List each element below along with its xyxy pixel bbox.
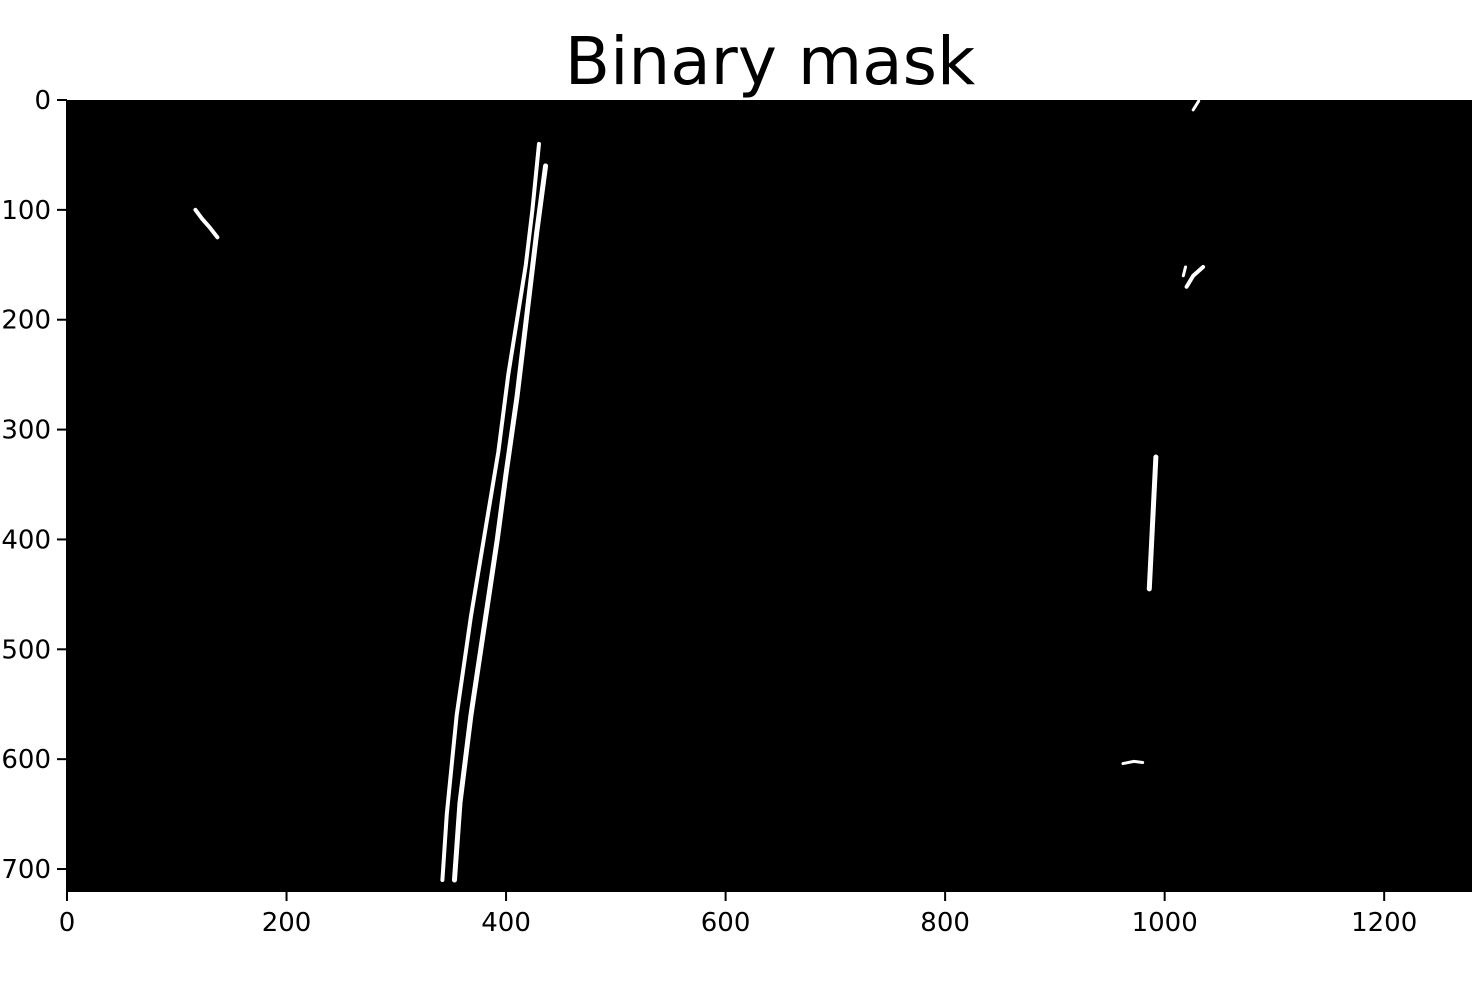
mask-region-right-lower-fragment: [1121, 759, 1145, 766]
mask-region-right-lane-segment: [1146, 454, 1159, 592]
x-axis: 0 200 400 600 800 1000 1200: [59, 890, 1472, 938]
mask-pixels-layer: [193, 99, 1206, 883]
mask-region-left-lane-inner-line: [451, 163, 549, 883]
x-tick-label: 400: [481, 908, 531, 938]
mask-region-right-upper-stub: [1181, 265, 1188, 278]
mask-region-top-right-tick: [1191, 99, 1201, 112]
y-tick-label: 500: [1, 635, 51, 665]
mask-region-top-left-speck: [193, 207, 220, 240]
x-tick-label: 200: [262, 908, 312, 938]
y-tick-label: 400: [1, 525, 51, 555]
figure-title: Binary mask: [565, 23, 976, 100]
y-tick-label: 100: [1, 196, 51, 226]
x-tick-label: 1000: [1132, 908, 1198, 938]
mask-image-background: [67, 100, 1472, 891]
x-tick-label: 600: [701, 908, 751, 938]
mask-region-left-lane-outer-line: [440, 141, 541, 883]
x-tick-label: 0: [59, 908, 76, 938]
y-tick-label: 600: [1, 745, 51, 775]
y-tick-label: 700: [1, 855, 51, 885]
mask-region-right-upper-curve: [1184, 264, 1206, 289]
image-axes: [67, 99, 1472, 891]
x-tick-label: 800: [920, 908, 970, 938]
y-tick-label: 0: [34, 86, 51, 116]
y-tick-label: 200: [1, 306, 51, 336]
x-tick-label: 1200: [1351, 908, 1417, 938]
y-axis: 0 100 200 300 400 500 600 700: [1, 86, 68, 891]
y-tick-label: 300: [1, 416, 51, 446]
